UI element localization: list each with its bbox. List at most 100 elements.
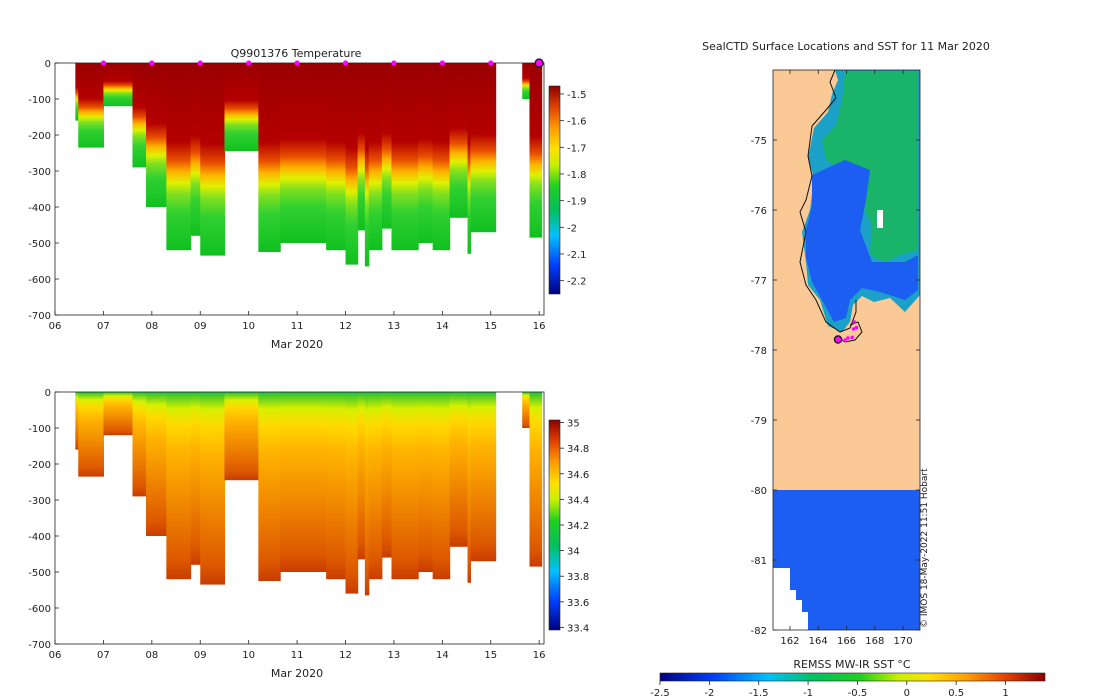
x-tick-label: 15 bbox=[484, 321, 497, 332]
profile-bar bbox=[529, 63, 543, 238]
colorbar-tick-label: 35 bbox=[567, 419, 580, 430]
map-y-tick-label: -79 bbox=[751, 416, 767, 427]
map-y-tick-label: -82 bbox=[751, 626, 767, 637]
colorbar-tick-label: 33.8 bbox=[567, 572, 589, 583]
profile-bar bbox=[529, 392, 543, 567]
colorbar-tick-label: 34.2 bbox=[567, 521, 589, 532]
y-tick-label: -300 bbox=[28, 167, 51, 178]
profile-bar bbox=[149, 392, 167, 536]
profile-bar bbox=[78, 63, 85, 148]
map-y-tick-label: -80 bbox=[751, 486, 767, 497]
profile-bar bbox=[224, 392, 259, 481]
colorbar-tick-label: 34 bbox=[567, 547, 580, 558]
profile-bar bbox=[432, 392, 451, 580]
profile-bar bbox=[132, 63, 147, 168]
sst-colorbar bbox=[659, 672, 1046, 682]
x-tick-label: 09 bbox=[194, 321, 207, 332]
profile-bar bbox=[364, 392, 370, 596]
map-y-tick-label: -78 bbox=[751, 346, 767, 357]
imos-stamp: © IMOS 18-May-2022 11:51 Hobart bbox=[920, 468, 930, 628]
sst-colorbar-tick-label: 0.5 bbox=[948, 688, 964, 699]
profile-marker bbox=[439, 60, 445, 66]
profile-bar bbox=[103, 392, 134, 436]
profile-bar bbox=[345, 392, 359, 594]
profile-bar bbox=[470, 392, 497, 562]
profile-bar bbox=[326, 392, 347, 580]
profile-markers bbox=[100, 58, 544, 68]
salinity-xlabel: Mar 2020 bbox=[271, 667, 323, 680]
map-field bbox=[773, 69, 920, 630]
profile-bar bbox=[306, 63, 327, 243]
salinity-panel: 06 07 08 09 10 11 12 13 14 15 16 0 -100 -200 -300 -400… bbox=[28, 388, 589, 680]
sst-gap bbox=[877, 210, 883, 228]
y-tick-label: -100 bbox=[28, 424, 51, 435]
map-x-tick-label: 164 bbox=[809, 636, 828, 647]
profile-bar bbox=[326, 63, 347, 251]
profile-bar bbox=[306, 392, 327, 572]
last-position-marker bbox=[833, 335, 843, 344]
y-tick-label: -200 bbox=[28, 131, 51, 142]
profile-bar bbox=[149, 63, 167, 207]
seal-track bbox=[833, 320, 859, 344]
profile-bar bbox=[368, 392, 383, 580]
salinity-x-axis: 06 07 08 09 10 11 12 13 14 15 16 bbox=[49, 640, 546, 661]
profile-bar bbox=[75, 63, 79, 121]
x-tick-label: 06 bbox=[49, 321, 62, 332]
profile-bar bbox=[357, 63, 366, 231]
sst-colorbar-ticks: -2.5 -2 -1.5 -1 -0.5 0 0.5 1 bbox=[650, 681, 1009, 699]
colorbar-tick-label: -2.2 bbox=[567, 277, 587, 288]
profile-marker bbox=[197, 60, 203, 66]
map-x-tick-label: 170 bbox=[893, 636, 912, 647]
salinity-colorbar-ticks: 35 34.8 34.6 34.4 34.2 34 33.8 33.6 33.4 bbox=[560, 419, 589, 634]
last-position-marker bbox=[534, 58, 544, 68]
profile-bar bbox=[224, 63, 259, 152]
profile-bar bbox=[78, 392, 85, 477]
map-y-axis: -75 -76 -77 -78 -79 -80 -81 -82 bbox=[751, 136, 920, 637]
profile-bar bbox=[418, 63, 434, 243]
profile-bar bbox=[418, 392, 434, 572]
profile-bar bbox=[280, 63, 308, 243]
salinity-colorbar bbox=[548, 419, 561, 631]
map-x-tick-label: 162 bbox=[780, 636, 799, 647]
profile-bar bbox=[132, 392, 147, 497]
y-tick-label: -500 bbox=[28, 568, 51, 579]
colorbar-tick-label: 33.4 bbox=[567, 623, 589, 634]
sst-colorbar-tick-label: -2 bbox=[704, 688, 714, 699]
profile-bar bbox=[391, 392, 419, 580]
sst-colorbar-tick-label: -1.5 bbox=[749, 688, 769, 699]
x-tick-label: 07 bbox=[97, 321, 110, 332]
colorbar-tick-label: -1.5 bbox=[567, 90, 587, 101]
track-point bbox=[852, 320, 857, 324]
y-tick-label: -300 bbox=[28, 496, 51, 507]
sst-colorbar-tick-label: 1 bbox=[1002, 688, 1008, 699]
colorbar-tick-label: -1.6 bbox=[567, 117, 587, 128]
temperature-xlabel: Mar 2020 bbox=[271, 338, 323, 351]
profile-bar bbox=[200, 63, 226, 256]
temperature-colorbar-ticks: -1.5 -1.6 -1.7 -1.8 -1.9 -2 -2.1 -2.2 bbox=[560, 90, 587, 288]
x-tick-label: 13 bbox=[388, 650, 401, 661]
profile-bar bbox=[75, 392, 79, 450]
profile-bar bbox=[84, 63, 105, 148]
profile-bar bbox=[258, 63, 281, 252]
profile-bar bbox=[449, 63, 469, 218]
x-tick-label: 08 bbox=[145, 321, 158, 332]
temperature-title: Q9901376 Temperature bbox=[231, 47, 362, 60]
profile-bar bbox=[258, 392, 281, 581]
sst-map-panel: SealCTD Surface Locations and SST for 11… bbox=[650, 40, 1046, 699]
y-tick-label: 0 bbox=[45, 388, 51, 399]
profile-bar bbox=[166, 392, 192, 580]
colorbar-tick-label: -1.8 bbox=[567, 170, 587, 181]
colorbar-tick-label: -1.9 bbox=[567, 197, 587, 208]
profile-bar bbox=[364, 63, 370, 267]
x-tick-label: 15 bbox=[484, 650, 497, 661]
y-tick-label: -400 bbox=[28, 532, 51, 543]
x-tick-label: 12 bbox=[339, 650, 352, 661]
map-x-axis: 162 164 166 168 170 bbox=[780, 70, 913, 647]
x-tick-label: 10 bbox=[242, 321, 255, 332]
map-x-tick-label: 166 bbox=[837, 636, 856, 647]
profile-bar bbox=[103, 63, 134, 107]
colorbar-tick-label: 34.4 bbox=[567, 495, 589, 506]
x-tick-label: 14 bbox=[436, 321, 449, 332]
temperature-colorbar bbox=[548, 85, 561, 295]
sst-colorbar-tick-label: -0.5 bbox=[848, 688, 868, 699]
